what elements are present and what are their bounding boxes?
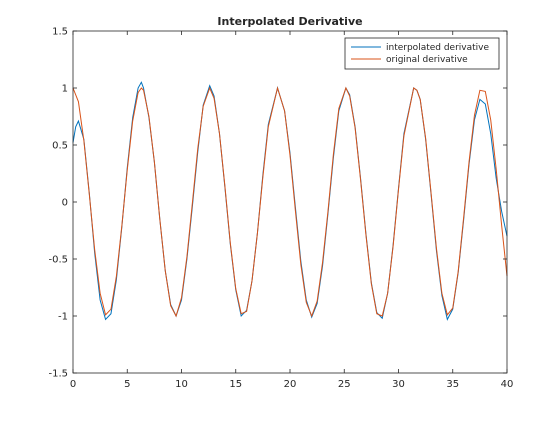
x-tick-label: 5 — [124, 379, 130, 390]
x-tick-label: 40 — [501, 379, 514, 390]
y-tick-label: 1.5 — [52, 27, 68, 38]
x-tick-label: 35 — [446, 379, 459, 390]
plot-area — [73, 31, 507, 373]
y-tick-label: -1.5 — [48, 369, 68, 380]
y-tick-label: -0.5 — [48, 255, 68, 266]
x-tick-label: 10 — [175, 379, 188, 390]
x-tick-label: 0 — [70, 379, 76, 390]
y-tick-label: -1 — [58, 312, 68, 323]
legend: interpolated derivative original derivati… — [344, 37, 500, 70]
axes-layer: 0 5 10 15 20 25 30 35 40 -1.5 -1 -0.5 0 0.5 1 1.5 — [48, 27, 513, 391]
y-tick-label: 0.5 — [52, 141, 68, 152]
legend-label-1: original derivative — [386, 55, 468, 65]
x-tick-label: 20 — [284, 379, 297, 390]
x-tick-label: 15 — [229, 379, 242, 390]
series-layer — [72, 81, 508, 321]
series-line-1 — [72, 86, 508, 318]
y-tick-label: 0 — [62, 198, 68, 209]
legend-box — [344, 37, 500, 70]
x-tick-label: 25 — [338, 379, 351, 390]
chart-title: Interpolated Derivative — [217, 15, 362, 28]
x-tick-label: 30 — [392, 379, 405, 390]
legend-label-0: interpolated derivative — [386, 43, 489, 53]
y-tick-label: 1 — [62, 84, 68, 95]
